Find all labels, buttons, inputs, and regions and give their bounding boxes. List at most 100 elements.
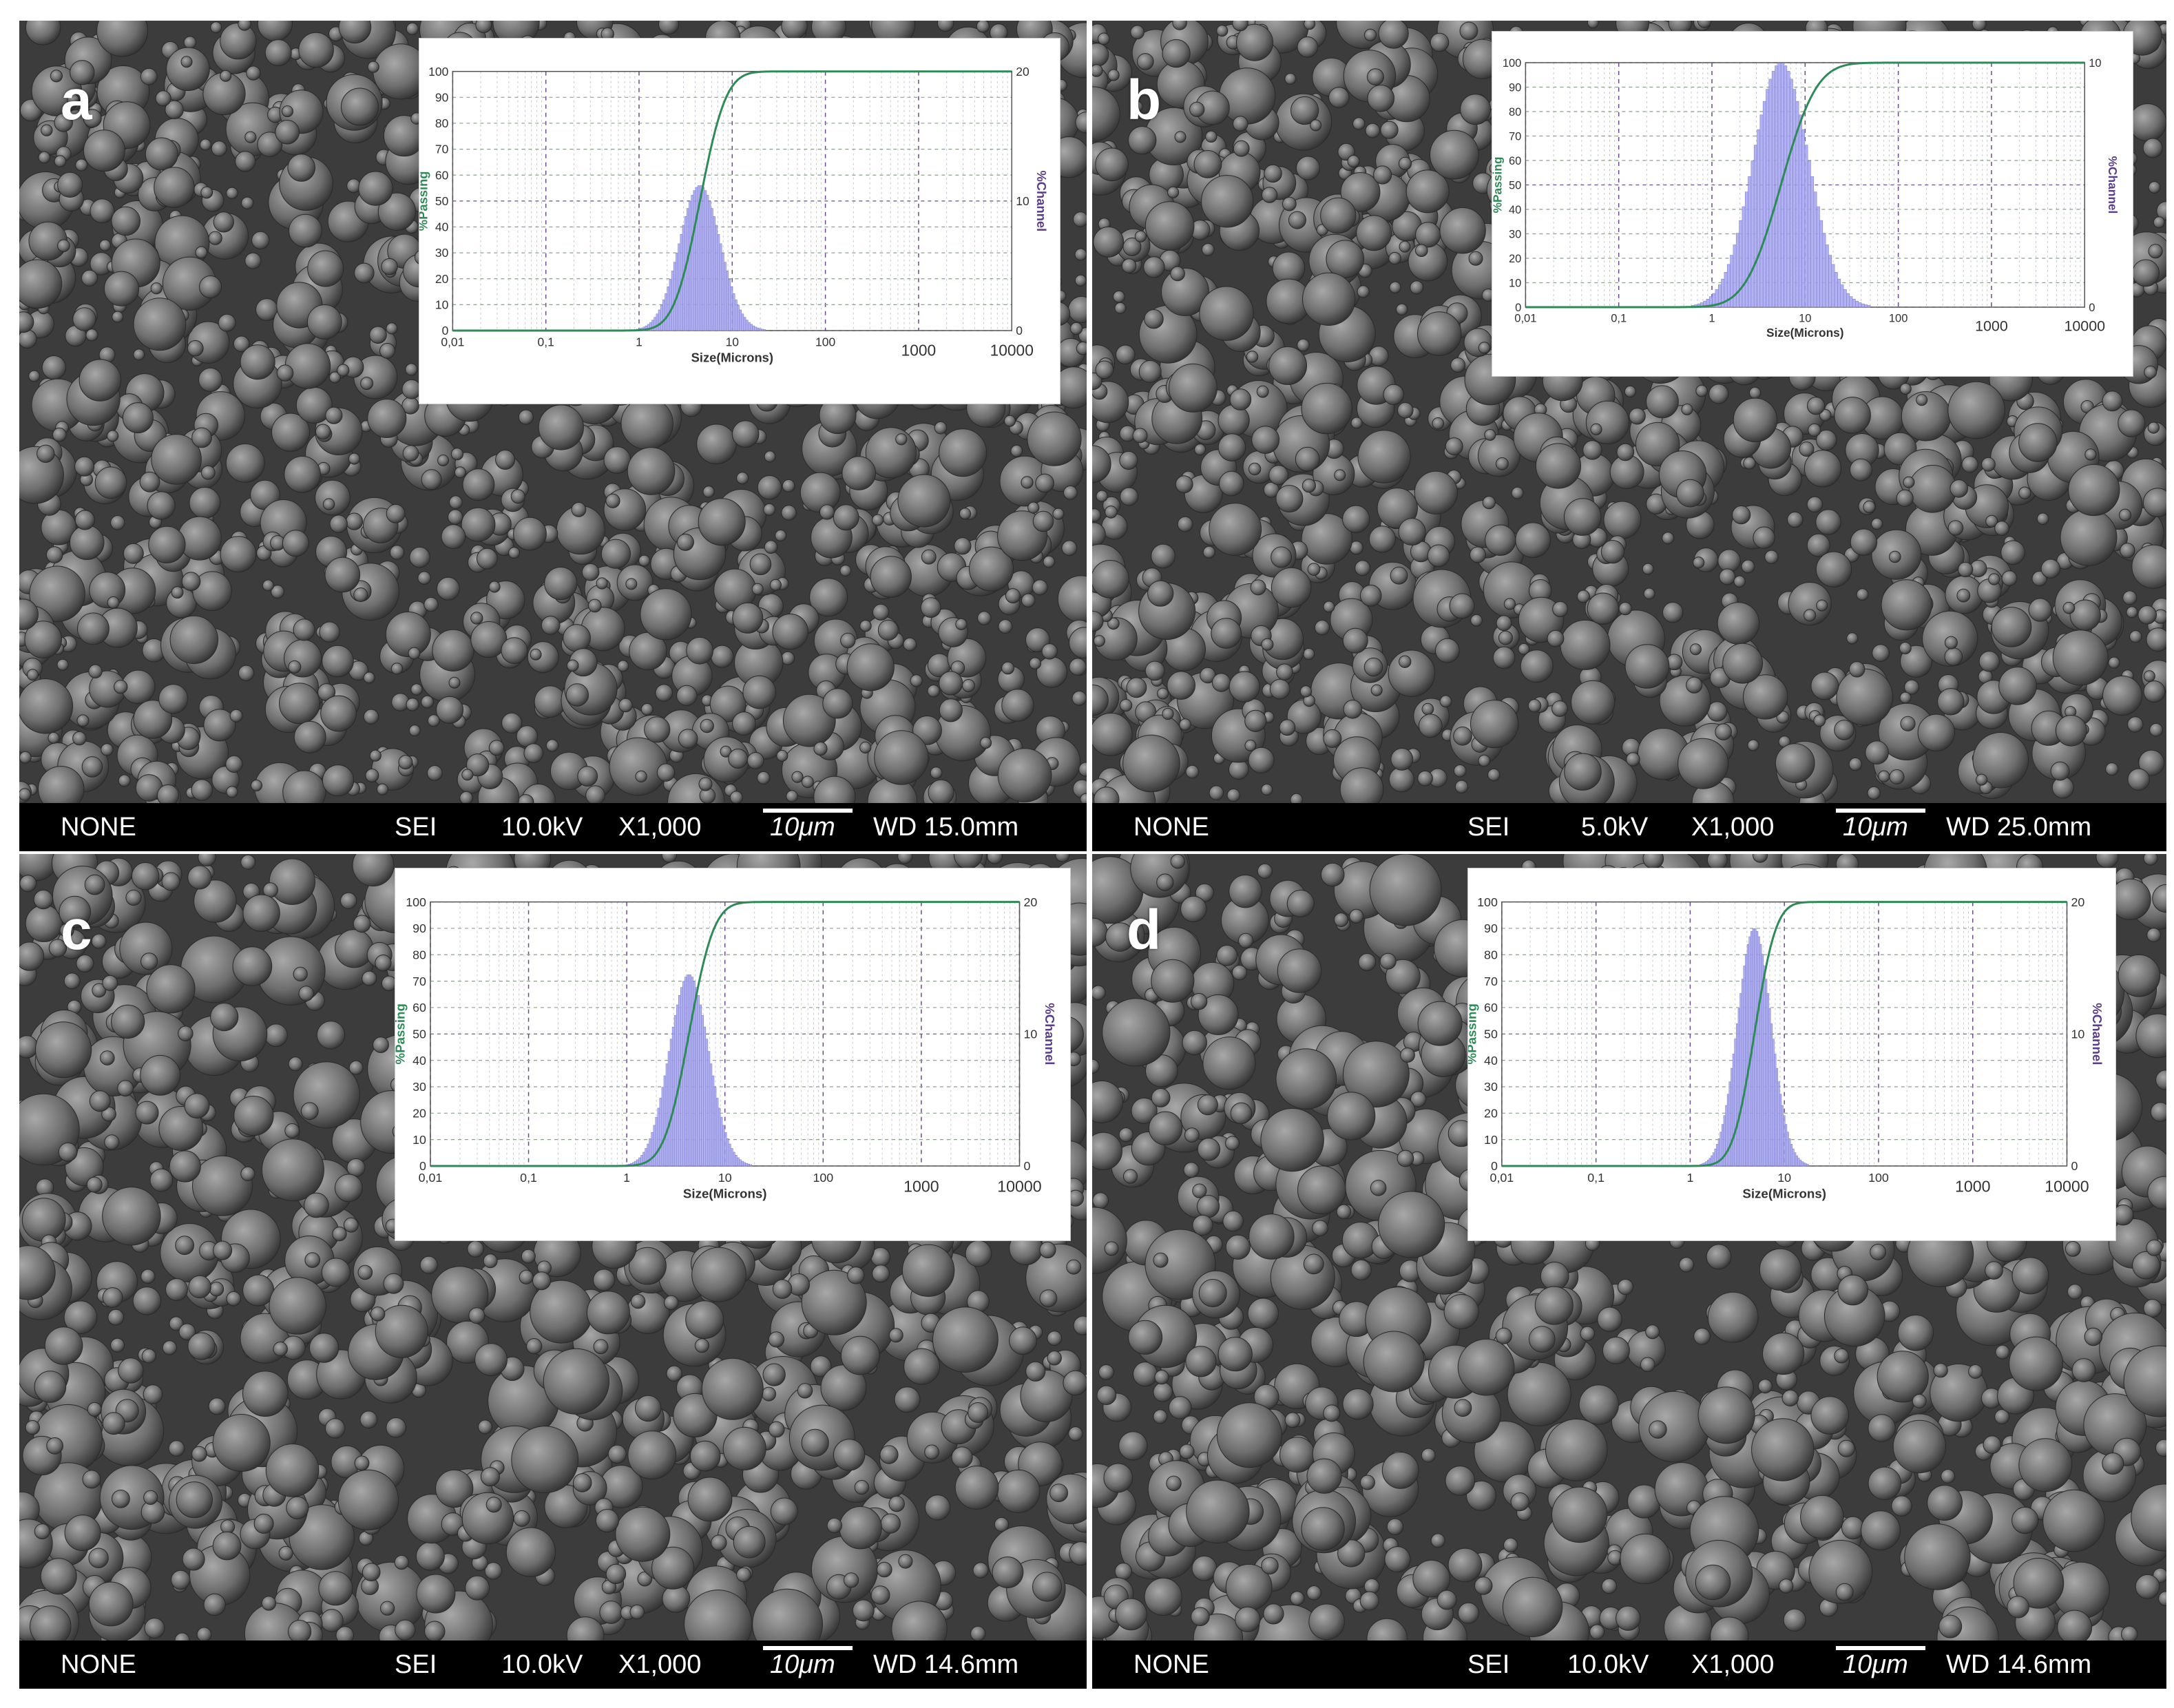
particle — [1439, 207, 1486, 254]
channel-bar — [708, 200, 711, 331]
particle — [2146, 627, 2166, 652]
particle — [76, 955, 94, 972]
particle — [1388, 251, 1401, 265]
particle — [1398, 518, 1426, 546]
particle — [1616, 443, 1635, 461]
particle — [25, 21, 61, 45]
particle — [261, 1596, 277, 1611]
particle — [309, 1333, 339, 1363]
particle — [1061, 540, 1078, 556]
particle — [196, 1627, 212, 1641]
particle — [390, 663, 404, 675]
particle — [1066, 1259, 1082, 1275]
channel-bar — [752, 325, 755, 331]
particle — [210, 21, 222, 34]
particle — [1991, 607, 2032, 647]
x-tick-label: 100 — [815, 335, 835, 349]
particle — [1564, 753, 1602, 791]
particle — [757, 475, 782, 500]
particle — [1137, 53, 1154, 70]
particle — [1145, 201, 1195, 251]
particle — [1122, 237, 1142, 256]
particle — [354, 262, 375, 284]
channel-bar — [749, 1164, 753, 1167]
particle — [293, 966, 308, 981]
channel-bar — [1789, 79, 1793, 308]
particle — [441, 524, 466, 550]
particle — [627, 1430, 677, 1480]
channel-bar — [665, 1063, 669, 1167]
particle — [1806, 496, 1823, 513]
particle — [307, 250, 344, 287]
particle — [1527, 699, 1542, 713]
particle — [1261, 784, 1273, 796]
particle — [1284, 73, 1297, 85]
sem-info-bar: NONE SEI 5.0kV X1,000 10μm WD 25.0mm — [1092, 803, 2166, 851]
particle — [1095, 147, 1129, 182]
particle — [596, 577, 608, 590]
scale-label: 10μm — [1843, 813, 1908, 842]
sem-voltage: 10.0kV — [501, 813, 583, 842]
particle — [1209, 785, 1224, 800]
particle — [242, 894, 280, 932]
channel-bar — [1735, 233, 1739, 308]
particle — [352, 854, 395, 887]
particle — [731, 420, 760, 448]
particle — [880, 1513, 901, 1534]
particle — [1717, 549, 1741, 573]
particle — [698, 777, 713, 791]
particle — [972, 1562, 989, 1579]
particle — [140, 1054, 181, 1096]
channel-bar — [659, 1098, 662, 1167]
particle — [1268, 346, 1307, 385]
particle — [111, 1004, 145, 1039]
sem-panel-b: b 0,01 0,1 1 10 100 1000 10000 0 10 20 30 40 50 60 70 8… — [1092, 21, 2166, 851]
channel-bar — [724, 262, 727, 331]
particle — [1453, 727, 1472, 746]
particle — [1629, 408, 1646, 425]
particle — [928, 779, 954, 803]
particle — [1276, 663, 1293, 681]
particle — [1378, 21, 1409, 49]
particle — [33, 889, 54, 910]
x-axis-label: Size(Microns) — [691, 350, 773, 364]
particle — [102, 1187, 161, 1246]
particle — [1302, 479, 1316, 493]
particle — [2119, 508, 2131, 521]
particle — [2126, 606, 2138, 618]
particle — [289, 1504, 355, 1570]
particle — [1229, 388, 1252, 410]
channel-bar — [713, 1087, 717, 1167]
particle — [146, 964, 196, 1014]
particle — [521, 1249, 536, 1264]
y-right-axis-label: %Channel — [1034, 170, 1049, 231]
particle — [1368, 346, 1389, 366]
particle — [465, 1575, 490, 1601]
particle — [615, 1506, 671, 1562]
particle — [1157, 687, 1169, 700]
particle — [1092, 64, 1103, 77]
particle — [776, 749, 788, 762]
particle — [1199, 286, 1254, 341]
particle — [76, 714, 90, 727]
particle — [1261, 187, 1278, 203]
particle — [1063, 486, 1078, 500]
sem-voltage: 5.0kV — [1581, 813, 1649, 842]
particle — [685, 1300, 724, 1340]
particle — [1689, 643, 1702, 656]
particle — [563, 624, 591, 652]
particle — [495, 450, 516, 470]
particle — [897, 474, 951, 528]
particle — [474, 1343, 508, 1376]
particle — [2068, 464, 2120, 517]
particle — [1288, 211, 1306, 229]
particle — [630, 1293, 646, 1309]
particle — [1917, 714, 1956, 752]
particle — [467, 1240, 484, 1258]
y-left-tick-label: 60 — [435, 168, 449, 182]
particle — [2028, 598, 2052, 622]
particle — [1145, 660, 1165, 681]
particle — [1080, 793, 1087, 803]
particle — [877, 619, 899, 641]
particle — [1421, 702, 1434, 716]
